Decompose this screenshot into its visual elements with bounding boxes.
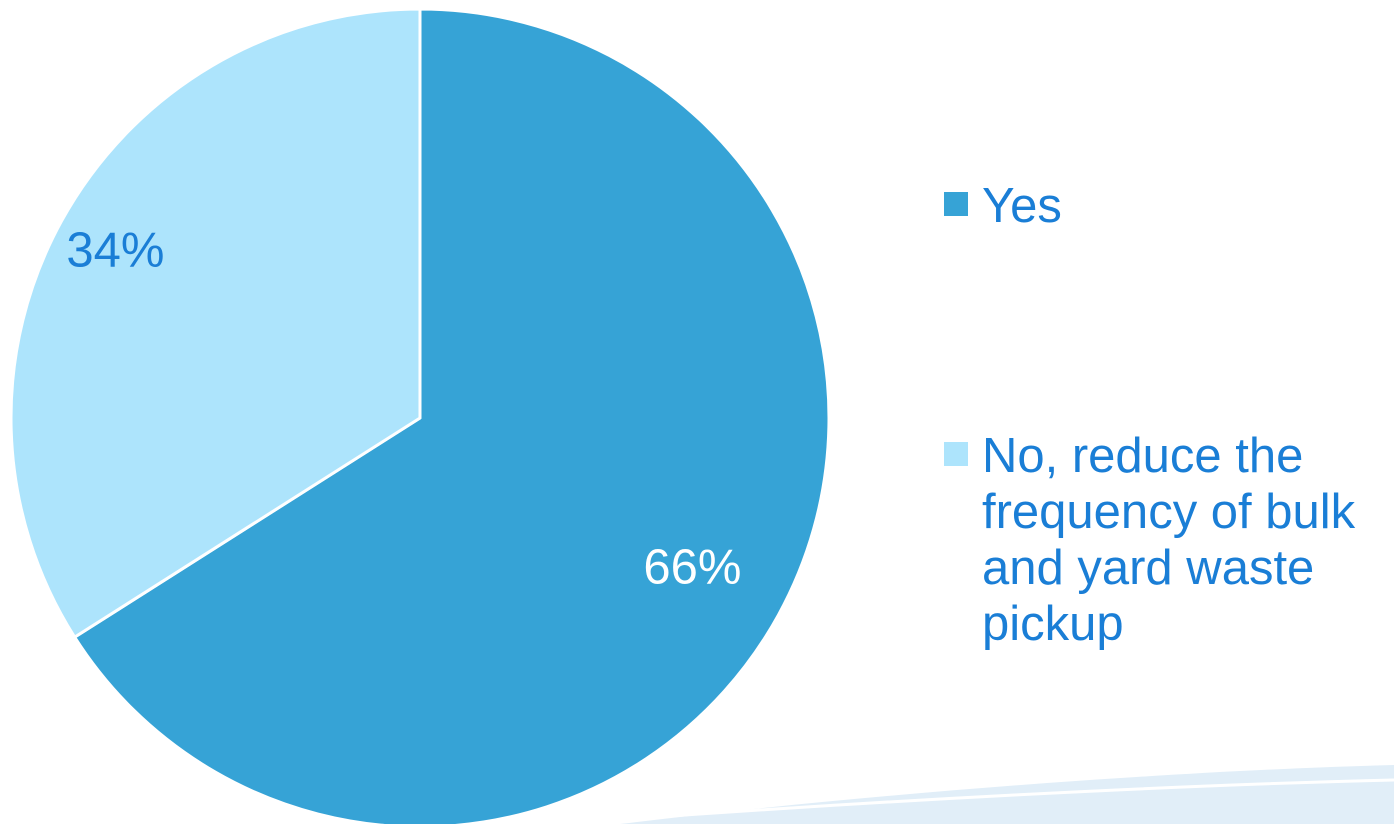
legend-swatch-yes — [944, 192, 968, 216]
pie-slice-yes — [73, 7, 831, 824]
pie-data-label-yes: 66% — [643, 541, 741, 595]
legend-label-yes: Yes — [982, 179, 1062, 233]
pie-data-label-no: 34% — [66, 224, 164, 278]
legend-label-no: No, reduce the frequency of bulk and yar… — [982, 429, 1356, 651]
pie-chart: 66% 34% — [9, 7, 831, 824]
legend-item-no: No, reduce the frequency of bulk and yar… — [944, 428, 1394, 652]
legend-swatch-no — [944, 442, 968, 466]
pie-slice-no — [9, 7, 422, 639]
legend-item-yes: Yes — [944, 178, 1394, 234]
